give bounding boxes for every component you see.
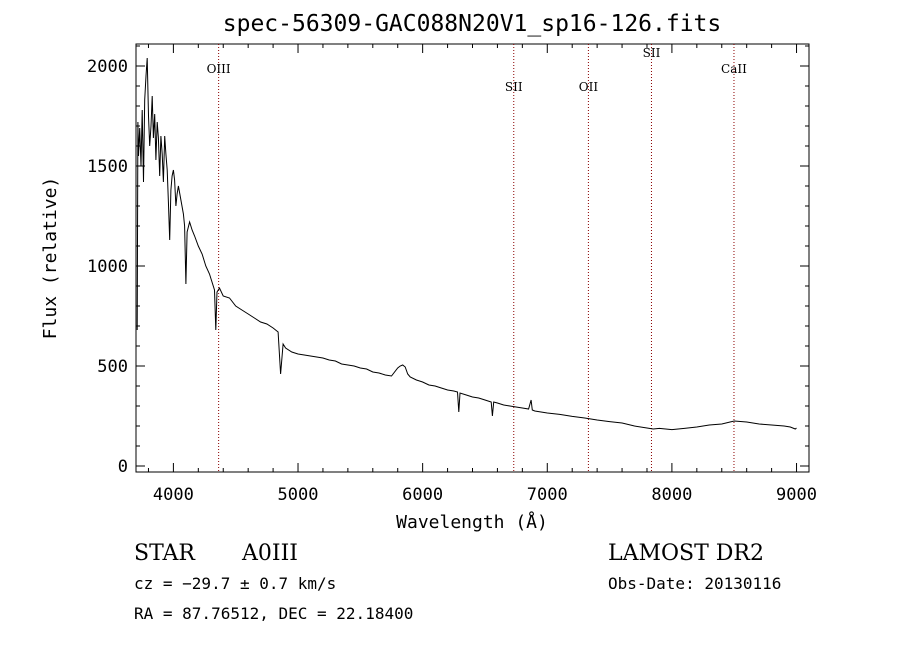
- line-marker-label: SII: [505, 80, 523, 94]
- spectrum-line: [136, 57, 797, 431]
- line-marker-label: SII: [643, 46, 661, 60]
- x-tick-label: 7000: [527, 485, 568, 505]
- redshift-readout: cz = −29.7 ± 0.7 km/s: [134, 574, 336, 593]
- y-tick-label: 1000: [87, 257, 128, 277]
- y-tick-label: 1500: [87, 157, 128, 177]
- obs-date: Obs-Date: 20130116: [608, 574, 781, 593]
- x-axis-label: Wavelength (Å): [396, 511, 548, 533]
- line-marker-label: OII: [579, 80, 599, 94]
- x-tick-label: 5000: [278, 485, 319, 505]
- coordinates: RA = 87.76512, DEC = 22.18400: [134, 604, 413, 623]
- y-axis-label: Flux (relative): [40, 177, 61, 340]
- y-tick-label: 500: [97, 357, 128, 377]
- line-marker-label: OIII: [207, 62, 231, 76]
- object-subclass: A0III: [241, 541, 298, 566]
- x-tick-label: 6000: [402, 485, 443, 505]
- spectral-line-markers: OIII SII OII SII CaII: [207, 44, 747, 472]
- line-marker-label: CaII: [721, 62, 747, 76]
- survey-name: LAMOST DR2: [608, 541, 764, 566]
- object-class: STAR: [134, 541, 196, 566]
- x-axis-ticks: 4000 5000 6000 7000 8000 9000: [147, 44, 817, 505]
- y-tick-label: 0: [118, 457, 128, 477]
- x-tick-label: 9000: [776, 485, 817, 505]
- x-tick-label: 4000: [153, 485, 194, 505]
- plot-frame: [135, 43, 810, 473]
- y-tick-label: 2000: [87, 57, 128, 77]
- chart-title: spec-56309-GAC088N20V1_sp16-126.fits: [223, 11, 722, 37]
- y-axis-ticks: 0 500 1000 1500 2000: [87, 45, 809, 477]
- x-tick-label: 8000: [651, 485, 692, 505]
